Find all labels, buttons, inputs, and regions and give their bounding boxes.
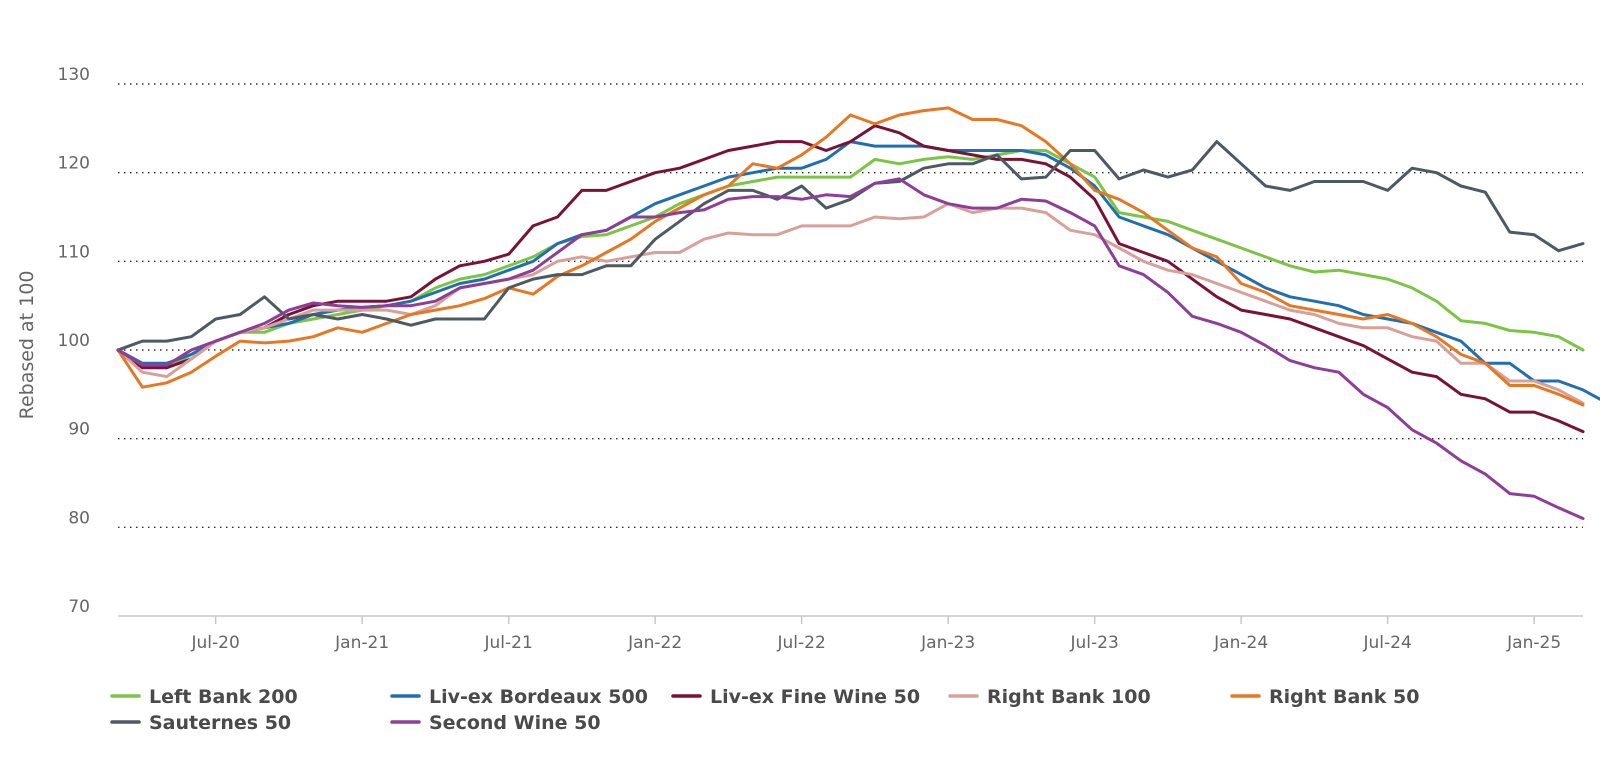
legend-label: Right Bank 50 — [1269, 686, 1420, 708]
y-tick-label: 80 — [68, 508, 90, 528]
y-axis: Rebased at 100 70 80 90 100 110 120 130 — [16, 65, 90, 617]
series-line-second-wine-50 — [116, 177, 1585, 520]
y-tick-label: 110 — [58, 242, 90, 262]
series-line-left-bank-200 — [116, 149, 1585, 370]
x-tick-label: Jul-21 — [484, 633, 533, 653]
series-line-liv-ex-fine-wine-50 — [116, 124, 1585, 434]
x-tick-label: Jul-22 — [777, 633, 826, 653]
legend-item-left-bank-200[interactable]: Left Bank 200 — [110, 686, 298, 708]
legend: Left Bank 200 Liv-ex Bordeaux 500 Liv-ex F… — [110, 686, 1420, 734]
series-lines — [116, 106, 1600, 520]
legend-label: Liv-ex Bordeaux 500 — [429, 686, 648, 708]
x-tick-label: Jan-21 — [334, 633, 389, 653]
legend-item-right-bank-50[interactable]: Right Bank 50 — [1230, 686, 1420, 708]
x-tick-label: Jul-24 — [1363, 633, 1412, 653]
legend-item-liv-ex-fine-wine-50[interactable]: Liv-ex Fine Wine 50 — [671, 686, 920, 708]
x-tick-label: Jan-25 — [1506, 633, 1561, 653]
legend-label: Right Bank 100 — [987, 686, 1151, 708]
legend-label: Second Wine 50 — [429, 712, 601, 734]
legend-label: Liv-ex Fine Wine 50 — [710, 686, 920, 708]
y-tick-label: 130 — [58, 65, 90, 85]
series-line-right-bank-100 — [116, 202, 1585, 405]
legend-label: Sauternes 50 — [149, 712, 291, 734]
legend-item-right-bank-100[interactable]: Right Bank 100 — [948, 686, 1151, 708]
x-tick-label: Jan-22 — [627, 633, 682, 653]
x-axis: Jul-20 Jan-21 Jul-21 Jan-22 Jul-22 Jan-23 Jul-… — [118, 615, 1583, 653]
x-tick-label: Jan-23 — [920, 633, 975, 653]
y-tick-label: 120 — [58, 154, 90, 174]
x-tick-label: Jan-24 — [1213, 633, 1268, 653]
legend-label: Left Bank 200 — [149, 686, 298, 708]
series-line-sauternes-50 — [116, 140, 1585, 352]
y-tick-label: 100 — [58, 331, 90, 351]
legend-item-second-wine-50[interactable]: Second Wine 50 — [390, 712, 601, 734]
series-line-liv-ex-bordeaux-500 — [116, 140, 1600, 401]
y-tick-label: 70 — [68, 597, 90, 617]
gridlines — [118, 83, 1583, 529]
y-tick-label: 90 — [68, 420, 90, 440]
x-tick-label: Jul-23 — [1070, 633, 1119, 653]
legend-item-liv-ex-bordeaux-500[interactable]: Liv-ex Bordeaux 500 — [390, 686, 648, 708]
x-tick-label: Jul-20 — [191, 633, 240, 653]
series-line-right-bank-50 — [116, 106, 1585, 407]
y-axis-title: Rebased at 100 — [16, 271, 38, 420]
legend-item-sauternes-50[interactable]: Sauternes 50 — [110, 712, 291, 734]
